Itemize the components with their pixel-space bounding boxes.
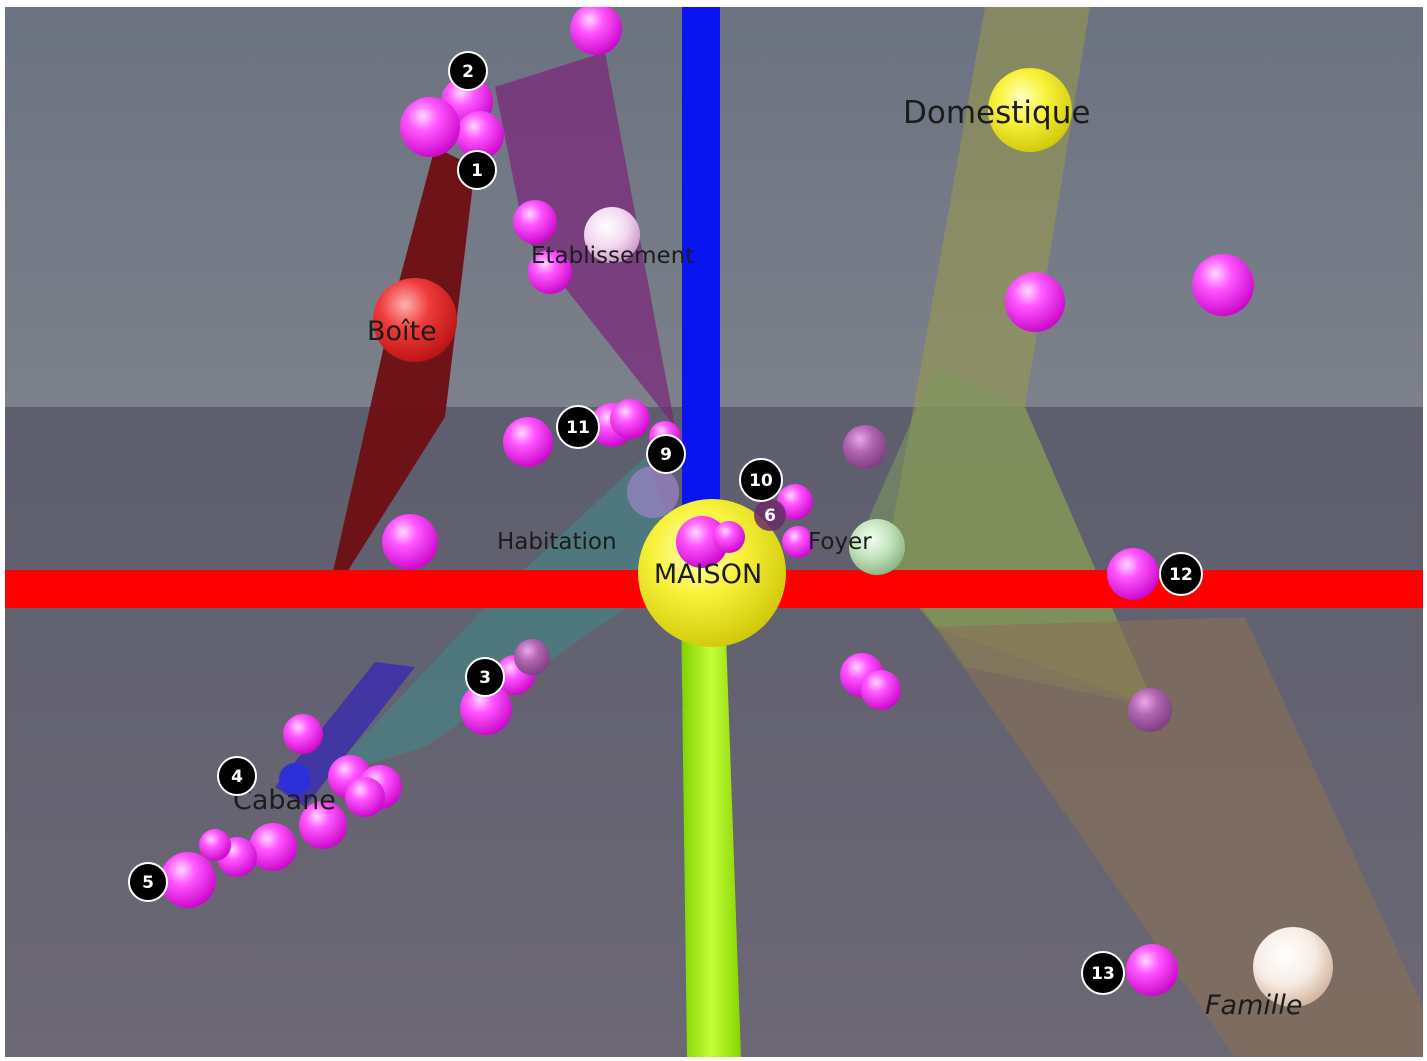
word-sphere[interactable] xyxy=(160,852,216,908)
marker-badge-6[interactable]: 6 xyxy=(754,499,786,531)
svg-text:10: 10 xyxy=(749,471,773,491)
word-sphere[interactable] xyxy=(610,399,650,439)
svg-text:5: 5 xyxy=(142,873,154,893)
word-sphere[interactable] xyxy=(514,639,550,675)
svg-text:11: 11 xyxy=(566,418,590,438)
center-label: MAISON xyxy=(654,559,762,590)
label-foyer: Foyer xyxy=(808,529,872,555)
word-sphere[interactable] xyxy=(1126,944,1178,996)
label-habitation: Habitation xyxy=(497,529,617,555)
word-spheres xyxy=(160,7,1254,996)
word-sphere[interactable] xyxy=(299,801,347,849)
marker-badge-2[interactable]: 2 xyxy=(448,51,488,91)
label-famille: Famille xyxy=(1205,990,1303,1021)
word-sphere[interactable] xyxy=(283,714,323,754)
marker-badge-1[interactable]: 1 xyxy=(457,150,497,190)
word-sphere[interactable] xyxy=(713,521,745,553)
word-sphere[interactable] xyxy=(199,829,231,861)
word-sphere[interactable] xyxy=(460,683,512,735)
word-sphere[interactable] xyxy=(843,425,887,469)
label-etablissement: Etablissement xyxy=(531,243,694,269)
marker-badge-5[interactable]: 5 xyxy=(128,862,168,902)
svg-text:2: 2 xyxy=(462,62,474,82)
cone-cabane xyxy=(275,662,415,807)
node-domestique[interactable] xyxy=(988,68,1072,152)
word-sphere[interactable] xyxy=(676,516,728,568)
svg-text:4: 4 xyxy=(231,767,243,787)
word-sphere[interactable] xyxy=(249,823,297,871)
node-habitation[interactable] xyxy=(627,466,679,518)
word-sphere[interactable] xyxy=(777,484,813,520)
word-sphere[interactable] xyxy=(861,670,901,710)
word-sphere[interactable] xyxy=(570,7,622,55)
center-node[interactable] xyxy=(638,499,786,647)
word-sphere[interactable] xyxy=(456,111,504,159)
node-cabane[interactable] xyxy=(279,763,311,795)
marker-badge-11[interactable]: 11 xyxy=(556,405,600,449)
axis-z xyxy=(681,607,741,1057)
label-boite: Boîte xyxy=(367,316,437,347)
word-sphere[interactable] xyxy=(382,514,438,570)
node-etablissement[interactable] xyxy=(584,207,640,263)
word-sphere[interactable] xyxy=(1128,688,1172,732)
word-sphere[interactable] xyxy=(1005,272,1065,332)
word-sphere[interactable] xyxy=(513,200,557,244)
svg-text:12: 12 xyxy=(1169,565,1193,585)
node-famille[interactable] xyxy=(1253,927,1333,1007)
marker-badge-12[interactable]: 12 xyxy=(1159,552,1203,596)
cone-boite xyxy=(325,147,475,607)
semantic-graph-scene[interactable]: Domestique Boîte Etablissement Habitatio… xyxy=(5,7,1423,1057)
node-boite[interactable] xyxy=(373,278,457,362)
cone-foyer xyxy=(865,367,1155,707)
marker-badge-4[interactable]: 4 xyxy=(217,756,257,796)
word-sphere[interactable] xyxy=(1192,254,1254,316)
marker-badge-13[interactable]: 13 xyxy=(1081,951,1125,995)
3d-viewport[interactable]: Domestique Boîte Etablissement Habitatio… xyxy=(5,7,1423,1057)
svg-text:9: 9 xyxy=(660,445,672,465)
marker-badge-3[interactable]: 3 xyxy=(465,657,505,697)
cone-habitation xyxy=(325,457,685,777)
word-sphere[interactable] xyxy=(528,250,572,294)
svg-text:13: 13 xyxy=(1091,964,1115,984)
node-foyer[interactable] xyxy=(849,519,905,575)
svg-text:6: 6 xyxy=(764,506,776,526)
marker-badge-10[interactable]: 10 xyxy=(739,458,783,502)
marker-badge-9[interactable]: 9 xyxy=(646,434,686,474)
word-sphere[interactable] xyxy=(1107,548,1159,600)
svg-text:1: 1 xyxy=(471,161,483,181)
word-sphere[interactable] xyxy=(345,777,385,817)
label-domestique: Domestique xyxy=(903,95,1090,131)
svg-text:3: 3 xyxy=(479,668,491,688)
word-sphere[interactable] xyxy=(782,526,814,558)
word-sphere[interactable] xyxy=(400,97,460,157)
word-sphere[interactable] xyxy=(503,417,553,467)
